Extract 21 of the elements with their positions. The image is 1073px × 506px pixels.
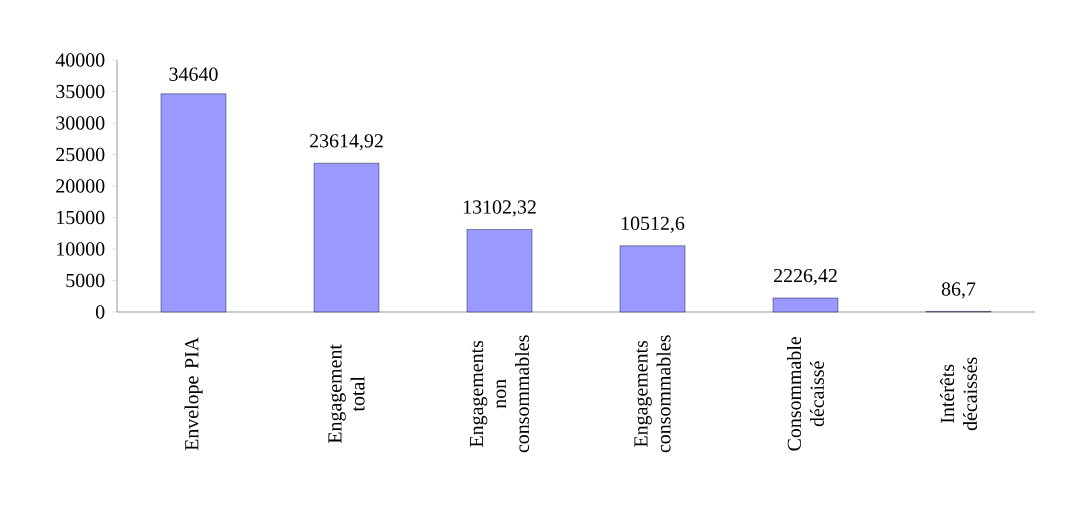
data-label: 23614,92 (310, 134, 383, 151)
y-tick-label: 0 (95, 305, 105, 319)
y-tick-label: 40000 (55, 53, 105, 67)
x-tick-label: Intérêts décaissés (940, 357, 977, 431)
x-tick-label: Envelope PIA (184, 337, 203, 451)
y-tick-label: 20000 (56, 179, 105, 193)
y-tick-label: 25000 (56, 147, 105, 162)
y-tick-label: 5000 (66, 273, 105, 288)
data-label: 2226,42 (774, 268, 837, 286)
x-tick-label: Consommable décaissé (787, 336, 824, 451)
x-tick-label: Engagement total (328, 344, 365, 444)
x-tick-label: Engagements non consommables (469, 335, 530, 453)
y-tick-label: 15000 (57, 210, 105, 225)
data-label: 10512,6 (621, 216, 685, 233)
data-label: 13102,32 (463, 200, 536, 217)
y-tick-label: 10000 (57, 242, 105, 256)
y-tick-label: 35000 (56, 84, 105, 99)
x-tick-label: Engagements consommables (634, 335, 671, 453)
data-label: 86,7 (941, 282, 976, 299)
data-label: 34640 (169, 67, 218, 81)
y-tick-label: 30000 (56, 116, 105, 130)
